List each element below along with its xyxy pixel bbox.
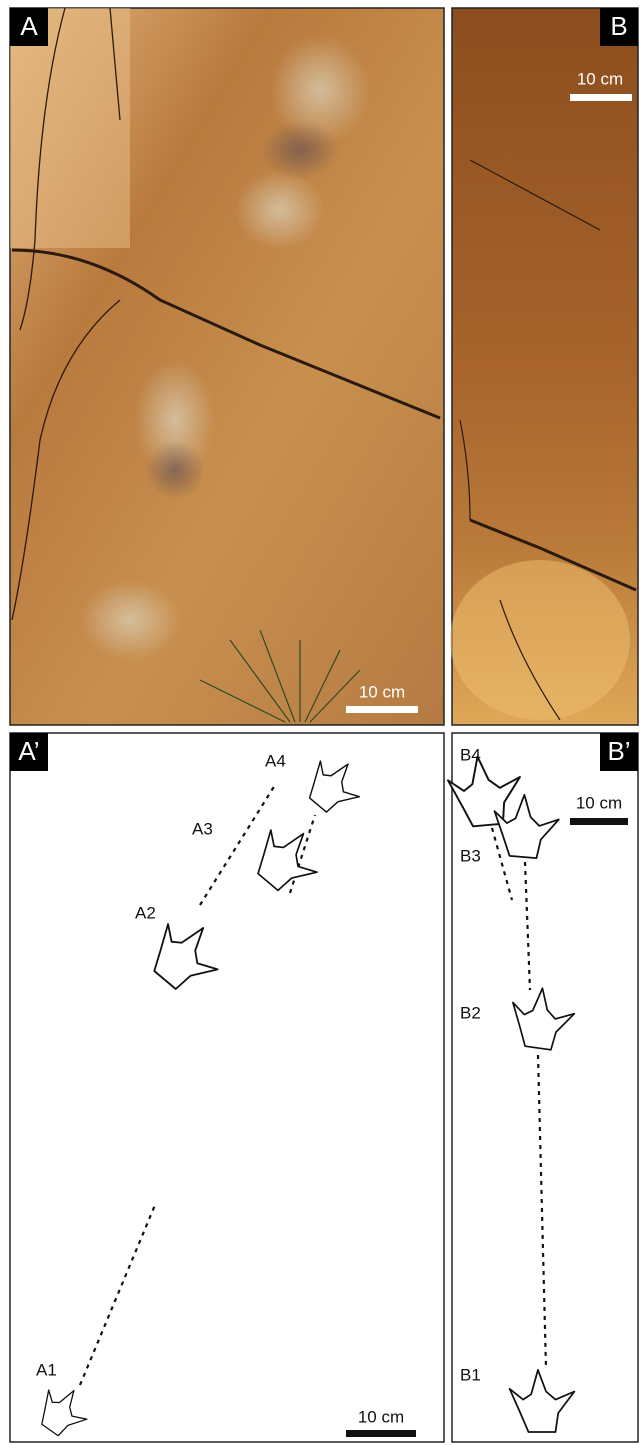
scale-label: 10 cm [358,1407,404,1426]
panel-label: A’ [18,736,39,766]
scale-label: 10 cm [577,69,623,88]
track-label: B3 [460,846,481,865]
scale-bar [346,706,418,713]
panel-label: B [610,11,627,41]
photo-b: B 10 cm [450,8,638,725]
track-label: B2 [460,1003,481,1022]
scale-bar [570,818,628,825]
panel-label: B’ [607,736,630,766]
track-label: B4 [460,745,481,764]
scale-label: 10 cm [359,682,405,701]
photo-a: A 10 cm [10,8,444,725]
track-label: B1 [460,1365,481,1384]
scale-bar [570,94,632,101]
track-label: A4 [265,751,286,770]
track-label: A2 [135,903,156,922]
scale-bar [346,1430,416,1437]
figure: A 10 cm B 10 cm A’ A1 A2 A3 A4 10 cm B’ … [0,0,642,1445]
scale-label: 10 cm [576,793,622,812]
track-label: A3 [192,819,213,838]
drawing-b: B’ B1 B2 B3 B4 10 cm [446,733,638,1442]
panel-label: A [20,11,38,41]
drawing-a: A’ A1 A2 A3 A4 10 cm [10,733,444,1444]
track-label: A1 [36,1360,57,1379]
